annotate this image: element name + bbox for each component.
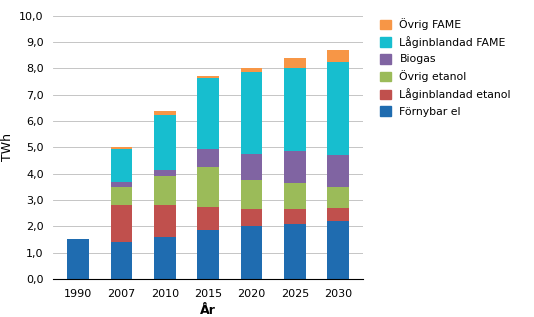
Y-axis label: TWh: TWh (1, 133, 14, 161)
Bar (327, 221, 349, 279)
Legend: Övrig FAME, Låginblandad FAME, Biogas, Övrig etanol, Låginblandad etanol, Förnyb: Övrig FAME, Låginblandad FAME, Biogas, Ö… (378, 16, 513, 119)
Bar (284, 58, 306, 68)
Bar (327, 62, 349, 155)
Bar (327, 208, 349, 221)
Bar (111, 242, 132, 279)
Bar (284, 224, 306, 279)
Bar (284, 183, 306, 209)
Bar (111, 187, 132, 205)
Bar (111, 149, 132, 182)
Bar (154, 114, 176, 170)
Bar (327, 155, 349, 187)
Bar (198, 76, 219, 78)
Bar (241, 154, 262, 180)
Bar (241, 226, 262, 279)
Bar (198, 149, 219, 167)
Bar (154, 237, 176, 279)
Bar (154, 176, 176, 205)
Bar (154, 170, 176, 176)
Bar (111, 182, 132, 187)
Bar (198, 167, 219, 207)
Bar (284, 68, 306, 151)
Bar (154, 205, 176, 237)
Bar (327, 187, 349, 208)
Bar (154, 111, 176, 114)
Bar (284, 209, 306, 224)
Bar (241, 68, 262, 72)
Bar (241, 180, 262, 209)
Bar (67, 240, 89, 279)
Bar (198, 207, 219, 230)
Bar (111, 205, 132, 242)
Bar (327, 50, 349, 62)
Bar (198, 78, 219, 149)
Bar (241, 72, 262, 154)
Bar (284, 151, 306, 183)
Bar (111, 147, 132, 149)
X-axis label: År: År (200, 304, 216, 317)
Bar (241, 209, 262, 226)
Bar (198, 230, 219, 279)
